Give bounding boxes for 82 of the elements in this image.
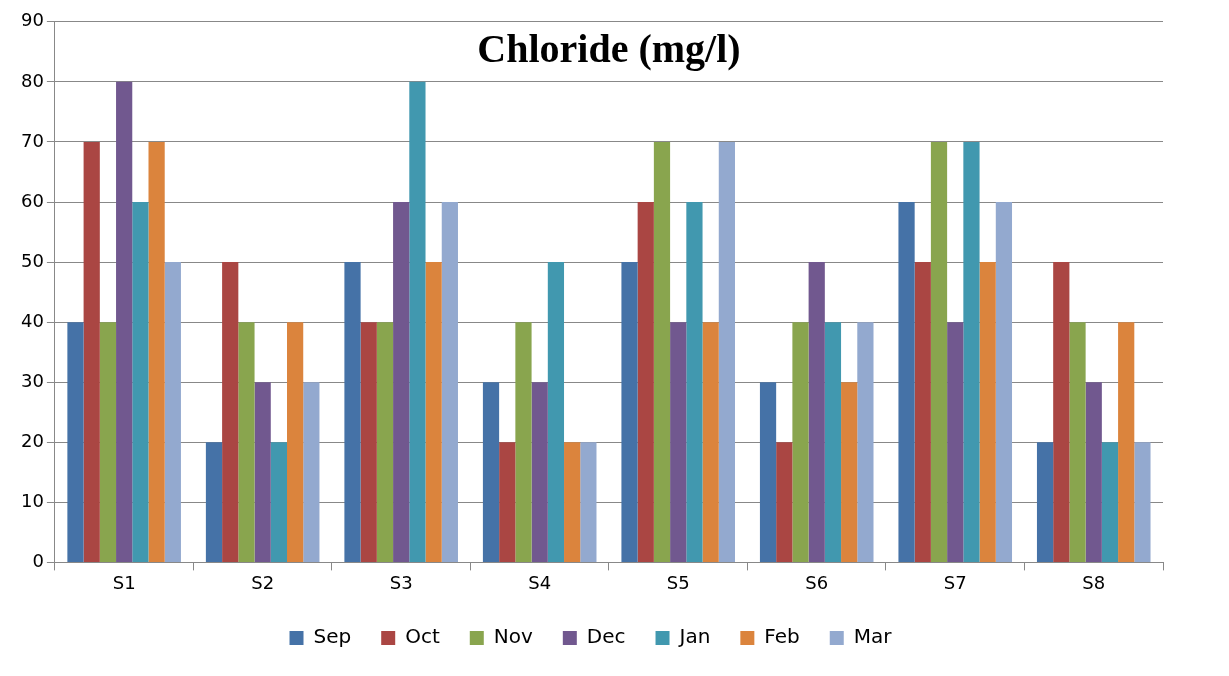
legend-label: Sep bbox=[313, 624, 352, 649]
bar bbox=[1101, 442, 1119, 562]
x-tick-label: S3 bbox=[389, 571, 413, 593]
y-tick-label: 0 bbox=[32, 550, 44, 572]
bar bbox=[670, 322, 687, 562]
bar bbox=[1036, 442, 1054, 562]
legend-label: Jan bbox=[677, 624, 711, 649]
bar bbox=[425, 262, 442, 562]
bar bbox=[947, 322, 964, 562]
bar bbox=[360, 322, 377, 562]
bar bbox=[515, 322, 532, 562]
bar bbox=[270, 442, 288, 562]
bar bbox=[759, 382, 777, 562]
bar bbox=[792, 322, 809, 562]
y-tick-label: 30 bbox=[21, 369, 44, 391]
bar bbox=[653, 141, 671, 562]
bar bbox=[99, 322, 117, 562]
x-tick-label: S1 bbox=[112, 571, 136, 593]
x-tick-label: S6 bbox=[805, 571, 829, 593]
bar bbox=[1085, 382, 1102, 562]
y-tick-label: 50 bbox=[21, 249, 44, 271]
x-tick-label: S4 bbox=[528, 571, 552, 593]
x-tick-label: S8 bbox=[1082, 571, 1106, 593]
bar bbox=[995, 202, 1013, 562]
bar bbox=[499, 442, 516, 562]
bar bbox=[254, 382, 271, 562]
bar bbox=[686, 202, 703, 562]
bar bbox=[238, 322, 255, 562]
bar bbox=[205, 442, 223, 562]
bar bbox=[1053, 262, 1070, 562]
bar bbox=[482, 382, 500, 562]
bar bbox=[1118, 322, 1135, 562]
y-tick-label: 40 bbox=[21, 309, 44, 331]
y-tick-label: 60 bbox=[21, 189, 44, 211]
y-tick-label: 90 bbox=[21, 9, 44, 31]
bar bbox=[441, 202, 458, 562]
bar bbox=[930, 141, 948, 562]
bar bbox=[531, 382, 548, 562]
bar bbox=[222, 262, 239, 562]
bar bbox=[963, 141, 980, 562]
bar bbox=[898, 202, 915, 562]
bar bbox=[776, 442, 793, 562]
bar bbox=[393, 202, 410, 562]
bar bbox=[702, 322, 719, 562]
bar bbox=[116, 81, 133, 562]
bar bbox=[979, 262, 996, 562]
chart-title: Chloride (mg/l) bbox=[477, 26, 741, 72]
y-tick-label: 20 bbox=[21, 429, 44, 451]
bar bbox=[409, 81, 426, 562]
x-tick-label: S5 bbox=[666, 571, 690, 593]
bar bbox=[580, 442, 597, 562]
y-tick-label: 70 bbox=[21, 129, 44, 151]
bar bbox=[344, 262, 361, 562]
legend-label: Dec bbox=[586, 624, 626, 649]
bar bbox=[132, 202, 149, 562]
legend-label: Oct bbox=[405, 624, 440, 649]
bar bbox=[718, 141, 735, 562]
y-tick-label: 10 bbox=[21, 490, 44, 512]
y-tick-label: 80 bbox=[21, 69, 44, 91]
bar bbox=[914, 262, 931, 562]
legend-label: Nov bbox=[493, 624, 533, 649]
bar bbox=[824, 322, 842, 562]
bar bbox=[1134, 442, 1151, 562]
bar bbox=[148, 141, 165, 562]
bar bbox=[564, 442, 581, 562]
bar bbox=[621, 262, 638, 562]
bar bbox=[376, 322, 394, 562]
legend-label: Mar bbox=[853, 624, 893, 649]
bar bbox=[808, 262, 825, 562]
bar bbox=[841, 382, 858, 562]
bar bbox=[287, 322, 304, 562]
legend-label: Feb bbox=[764, 624, 800, 649]
x-tick-label: S2 bbox=[251, 571, 275, 593]
bar bbox=[164, 262, 181, 562]
bar bbox=[547, 262, 565, 562]
bar bbox=[83, 141, 100, 562]
bar bbox=[303, 382, 320, 562]
bar bbox=[67, 322, 84, 562]
x-tick-label: S7 bbox=[943, 571, 967, 593]
bar bbox=[1069, 322, 1086, 562]
bar bbox=[857, 322, 874, 562]
bar bbox=[637, 202, 654, 562]
